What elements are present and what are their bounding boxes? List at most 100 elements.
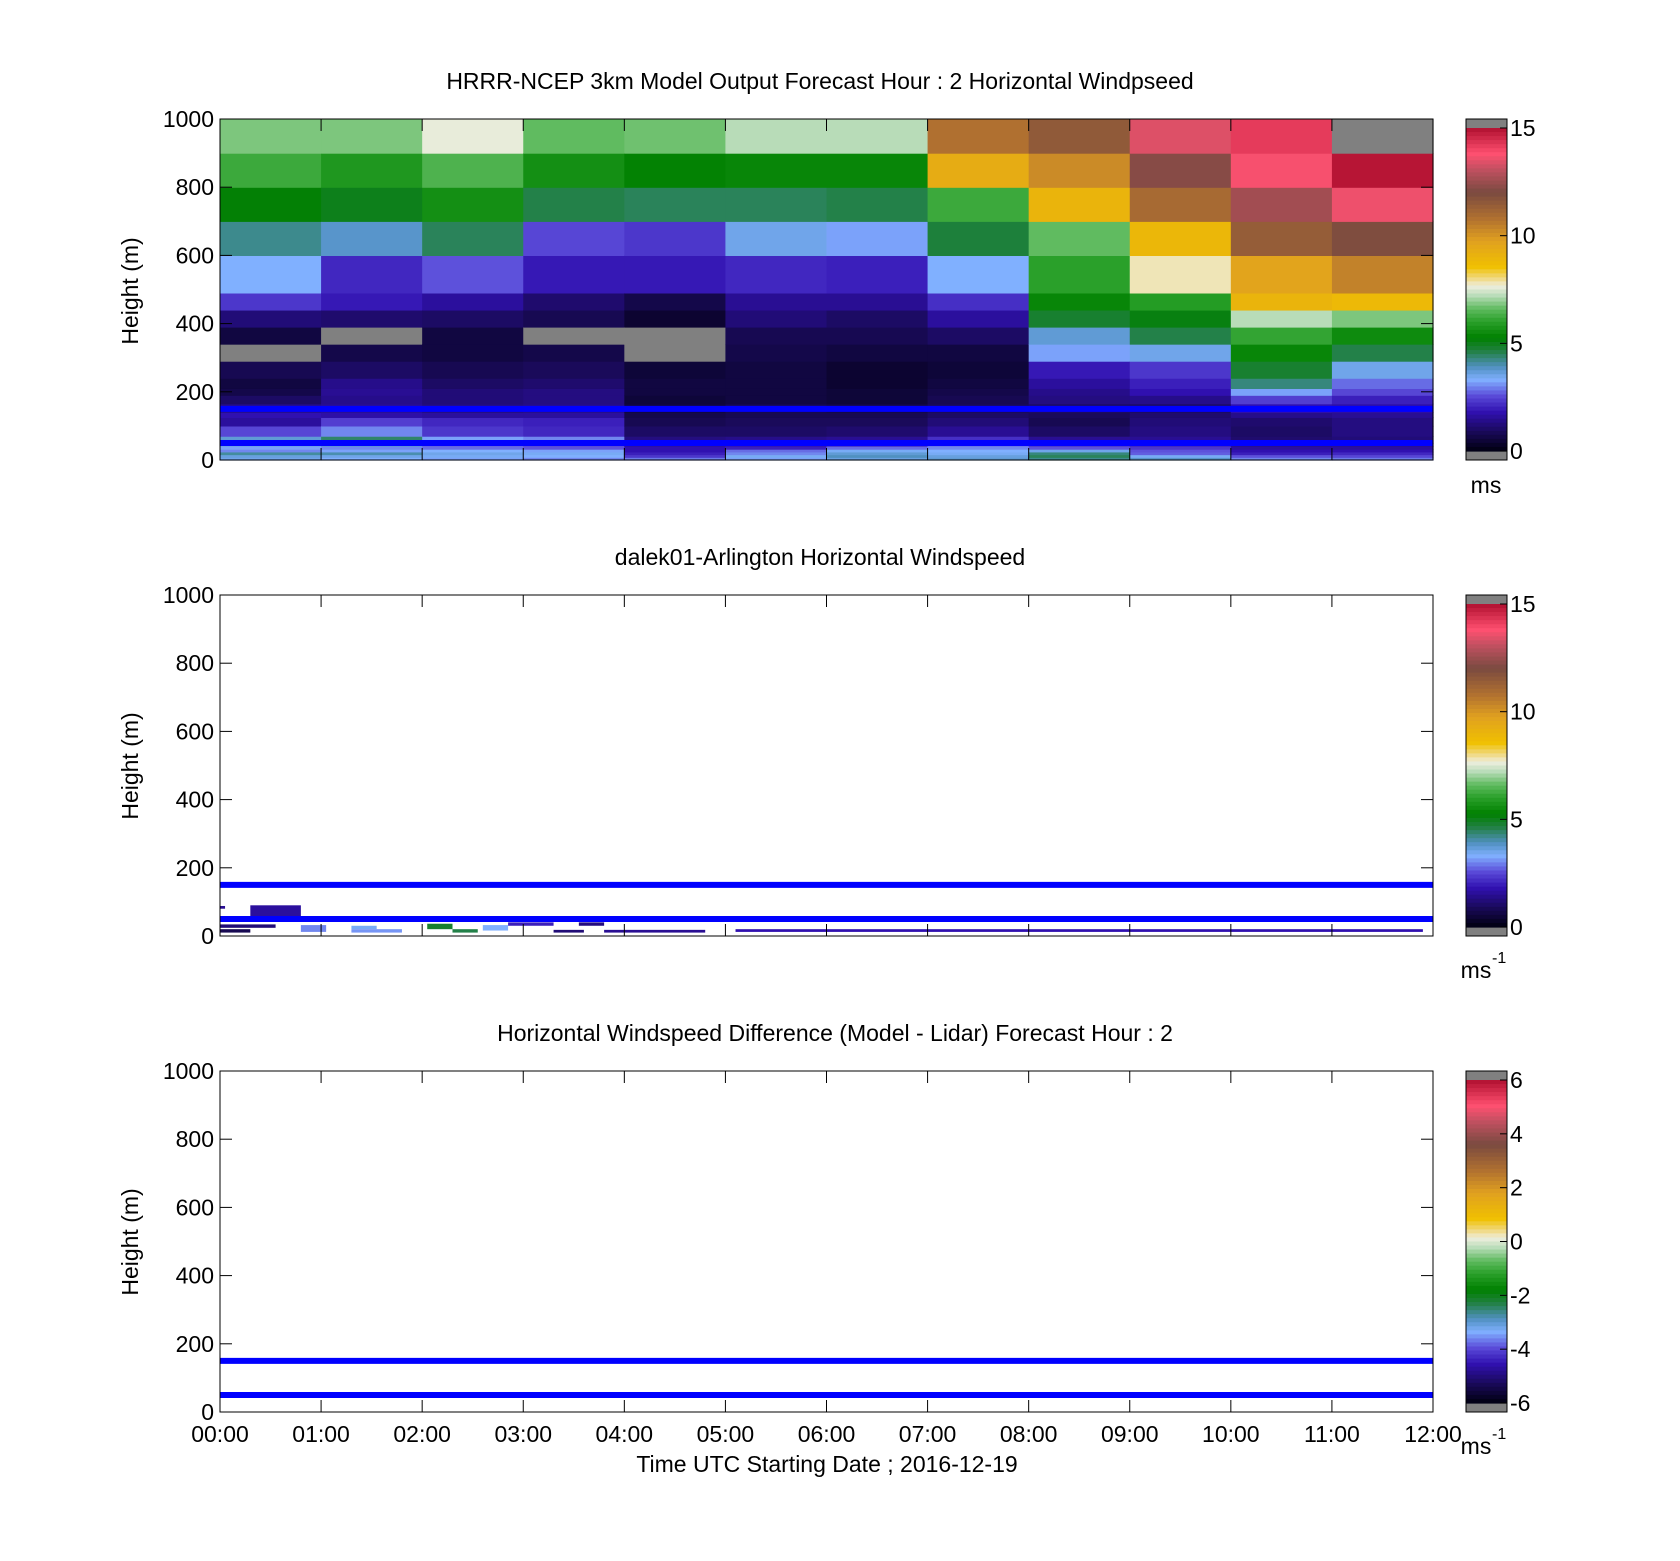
colorbar-segment xyxy=(1466,721,1507,726)
heatmap-cell xyxy=(321,119,423,154)
heatmap-cell xyxy=(826,449,929,453)
colorbar-segment xyxy=(1466,442,1507,448)
colorbar-segment xyxy=(1466,1164,1507,1170)
heatmap-cell xyxy=(422,292,524,311)
colorbar-segment xyxy=(1466,228,1507,234)
heatmap-cell xyxy=(725,417,828,427)
heatmap-patch xyxy=(300,925,327,932)
heatmap-cell xyxy=(624,388,727,396)
x-tick-label: 06:00 xyxy=(798,1421,856,1447)
heatmap-cell xyxy=(826,454,929,458)
heatmap-cell xyxy=(1028,395,1131,405)
heatmap-cell xyxy=(826,344,929,362)
colorbar-segment xyxy=(1466,232,1507,238)
model-panel-title: HRRR-NCEP 3km Model Output Forecast Hour… xyxy=(446,68,1193,94)
heatmap-cell xyxy=(523,221,625,256)
colorbar-segment xyxy=(1466,729,1507,734)
colorbar-segment xyxy=(1466,846,1507,851)
heatmap-cell xyxy=(1230,255,1333,294)
colorbar-segment xyxy=(1466,1132,1507,1138)
colorbar-segment xyxy=(1466,1112,1507,1117)
colorbar-segment xyxy=(1466,321,1507,327)
heatmap-patch xyxy=(604,929,706,933)
heatmap-cell xyxy=(1129,446,1232,450)
heatmap-cell xyxy=(725,388,828,396)
heatmap-cell xyxy=(826,153,929,188)
colorbar-tick-label: 0 xyxy=(1510,1229,1523,1255)
colorbar-segment xyxy=(1466,1298,1507,1303)
heatmap-cell xyxy=(826,451,929,456)
heatmap-cell xyxy=(523,309,625,328)
colorbar-segment xyxy=(1466,741,1507,746)
colorbar-segment xyxy=(1466,1193,1507,1198)
colorbar-segment xyxy=(1466,1386,1507,1392)
heatmap-cell xyxy=(1028,309,1131,328)
heatmap-cell xyxy=(523,412,625,418)
colorbar-segment xyxy=(1466,813,1507,819)
colorbar-segment xyxy=(1466,1370,1507,1376)
heatmap-cell xyxy=(321,417,423,427)
heatmap-cell xyxy=(826,378,929,389)
heatmap-cell xyxy=(1129,449,1232,453)
model-colorbar: 0 5 10 15 xyxy=(1465,115,1536,464)
heatmap-cell xyxy=(1028,187,1131,222)
heatmap-cell xyxy=(1129,344,1232,362)
heatmap-cell xyxy=(1028,361,1131,379)
heatmap-cell xyxy=(220,378,322,389)
x-tick-label: 03:00 xyxy=(494,1421,552,1447)
colorbar-segment xyxy=(1466,156,1507,161)
heatmap-cell xyxy=(1331,417,1434,427)
colorbar-segment xyxy=(1466,1318,1507,1323)
heatmap-cell xyxy=(725,292,828,311)
heatmap-cell xyxy=(725,221,828,256)
heatmap-cell xyxy=(220,309,322,328)
colorbar-segment xyxy=(1466,289,1507,295)
heatmap-cell xyxy=(624,344,727,362)
heatmap-cell xyxy=(927,388,1030,396)
heatmap-cell xyxy=(624,221,727,256)
heatmap-cell xyxy=(1230,309,1333,328)
colorbar-tick-label: 4 xyxy=(1510,1121,1523,1147)
heatmap-cell xyxy=(220,221,322,256)
colorbar-segment xyxy=(1466,1108,1507,1113)
heatmap-cell xyxy=(1230,395,1333,405)
colorbar-segment xyxy=(1466,180,1507,186)
heatmap-cell xyxy=(624,153,727,188)
colorbar-segment xyxy=(1466,1136,1507,1142)
colorbar-tick-label: 5 xyxy=(1510,330,1523,356)
colorbar-segment xyxy=(1466,713,1507,718)
colorbar-segment xyxy=(1466,224,1507,230)
heatmap-cell xyxy=(725,327,828,345)
heatmap-cell xyxy=(927,361,1030,379)
lidar-heatmap-patches xyxy=(220,905,1423,933)
colorbar-tick-label: 10 xyxy=(1510,223,1536,249)
figure-xaxis-title: Time UTC Starting Date ; 2016-12-19 xyxy=(636,1451,1017,1477)
colorbar-segment xyxy=(1466,172,1507,178)
colorbar-segment xyxy=(1466,152,1507,157)
heatmap-patch xyxy=(452,929,478,933)
colorbar-segment xyxy=(1466,1237,1507,1243)
colorbar-segment xyxy=(1466,1096,1507,1101)
colorbar-segment xyxy=(1466,922,1507,928)
heatmap-cell xyxy=(927,292,1030,311)
colorbar-segment xyxy=(1466,1144,1507,1150)
colorbar-segment xyxy=(1466,269,1507,274)
heatmap-cell xyxy=(523,292,625,311)
heatmap-cell xyxy=(422,309,524,328)
colorbar-segment xyxy=(1466,1281,1507,1287)
heatmap-patch xyxy=(220,929,251,933)
heatmap-cell xyxy=(523,187,625,222)
colorbar-segment xyxy=(1466,914,1507,920)
heatmap-cell xyxy=(1028,153,1131,188)
heatmap-cell xyxy=(1129,309,1232,328)
heatmap-cell xyxy=(321,436,423,444)
colorbar-segment xyxy=(1466,426,1507,432)
x-tick-label: 10:00 xyxy=(1202,1421,1260,1447)
colorbar-segment xyxy=(1466,805,1507,811)
model-reference-lines xyxy=(220,405,1433,446)
y-tick-label: 1000 xyxy=(163,106,214,132)
colorbar-segment xyxy=(1466,781,1507,787)
colorbar-segment xyxy=(1466,858,1507,863)
x-tick-label: 00:00 xyxy=(191,1421,249,1447)
heatmap-cell xyxy=(1028,436,1131,444)
